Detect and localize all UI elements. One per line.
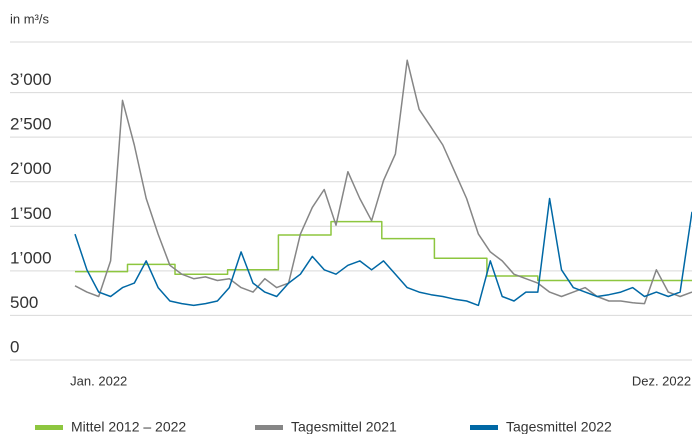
y-tick-label: 500: [10, 293, 38, 312]
legend-swatch: [470, 425, 498, 430]
y-tick-label: 1’000: [10, 248, 52, 267]
series-line: [74, 59, 692, 305]
x-tick-label: Jan. 2022: [70, 373, 127, 388]
y-tick-label: 2’000: [10, 159, 52, 178]
y-tick-label: 1’500: [10, 204, 52, 223]
legend-swatch: [255, 425, 283, 430]
y-tick-label: 2’500: [10, 115, 52, 134]
y-tick-label: 0: [10, 337, 19, 356]
series-line: [75, 220, 692, 282]
y-tick-label: 3’000: [10, 70, 52, 89]
series-line: [74, 197, 692, 307]
x-tick-label: Dez. 2022: [632, 373, 691, 388]
legend-label: Tagesmittel 2021: [291, 419, 397, 434]
legend-label: Tagesmittel 2022: [506, 419, 612, 434]
legend-label: Mittel 2012 – 2022: [71, 419, 186, 434]
y-axis-label: in m³/s: [10, 11, 50, 26]
legend-swatch: [35, 425, 63, 430]
